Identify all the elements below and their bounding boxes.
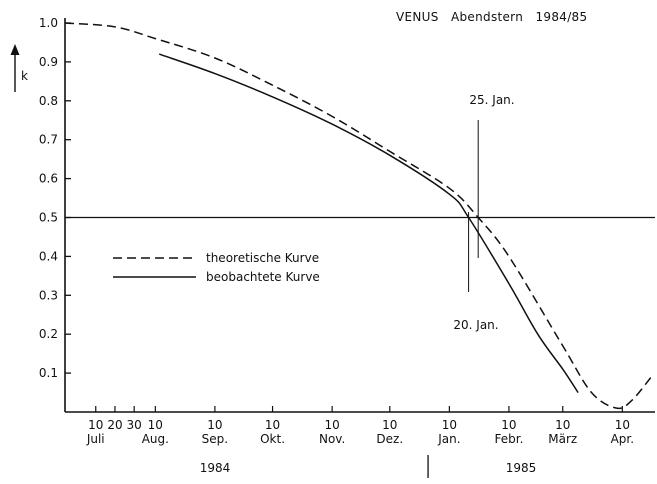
y-tick-label-3: 0.4 [39,249,58,263]
x-day-label-7: 10 [382,418,397,432]
x-day-label-4: 10 [207,418,222,432]
y-tick-label-6: 0.7 [39,133,58,147]
y-tick-label-8: 0.9 [39,55,58,69]
x-day-label-0: 10 [88,418,103,432]
x-month-label-7: Febr. [494,432,523,446]
y-tick-label-1: 0.2 [39,327,58,341]
x-month-label-5: Dez. [376,432,403,446]
year-label-1985: 1985 [506,461,537,475]
x-day-label-8: 10 [442,418,457,432]
x-month-label-8: März [548,432,577,446]
annotation-25-jan: 25. Jan. [469,93,514,107]
legend-label-observed: beobachtete Kurve [206,270,320,284]
year-label-1984: 1984 [200,461,231,475]
x-day-label-3: 10 [148,418,163,432]
series-line-theoretical [64,22,652,410]
x-month-label-2: Sep. [202,432,228,446]
x-day-label-10: 10 [555,418,570,432]
x-day-label-6: 10 [324,418,339,432]
x-day-label-9: 10 [501,418,516,432]
x-day-label-2: 30 [127,418,142,432]
legend-label-theoretical: theoretische Kurve [206,251,319,265]
y-tick-label-7: 0.8 [39,94,58,108]
chart-title: VENUS Abendstern 1984/85 [396,10,587,24]
x-month-label-4: Nov. [319,432,345,446]
series-line-observed [158,53,579,394]
annotation-20-jan: 20. Jan. [453,318,498,332]
y-tick-label-9: 1.0 [39,16,58,30]
x-month-label-9: Apr. [611,432,634,446]
x-day-label-1: 20 [107,418,122,432]
x-month-label-1: Aug. [142,432,169,446]
x-month-label-3: Okt. [260,432,285,446]
x-day-label-5: 10 [265,418,280,432]
y-tick-label-5: 0.6 [39,172,58,186]
y-axis-arrow-head [10,44,20,55]
y-axis-label: k [21,69,28,83]
y-tick-label-0: 0.1 [39,366,58,380]
x-month-label-6: Jan. [437,432,460,446]
y-tick-label-2: 0.3 [39,288,58,302]
x-month-label-0: Juli [86,432,105,446]
x-day-label-11: 10 [615,418,630,432]
y-tick-label-4: 0.5 [39,211,58,225]
